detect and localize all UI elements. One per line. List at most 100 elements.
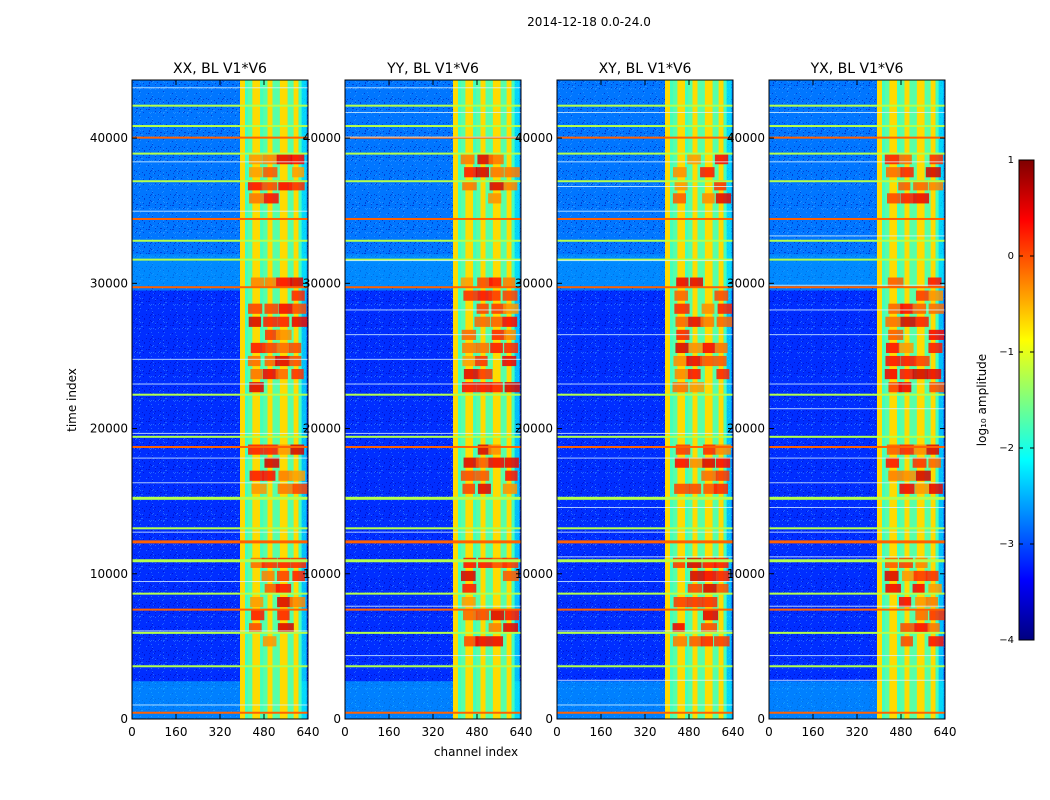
dim-column <box>685 80 689 719</box>
rfi-blob <box>463 557 477 568</box>
figure-suptitle: 2014-12-18 0.0-24.0 <box>527 15 651 29</box>
flag-row <box>557 540 733 544</box>
flag-row <box>557 445 733 448</box>
x-tick-label: 0 <box>341 725 349 739</box>
rfi-blob <box>915 483 931 494</box>
thin-row <box>345 334 521 336</box>
rfi-blob <box>689 636 703 647</box>
flag-row <box>132 286 308 289</box>
thin-row <box>769 531 945 533</box>
x-tick-label: 480 <box>466 725 489 739</box>
rfi-blob <box>249 167 263 178</box>
flag-row <box>557 711 733 714</box>
y-tick-label: 0 <box>333 712 341 726</box>
rfi-blob <box>251 483 267 494</box>
rfi-blob <box>687 557 702 568</box>
rfi-blob <box>713 483 729 494</box>
thin-row <box>557 432 733 434</box>
rfi-blob <box>278 470 293 481</box>
thin-row <box>557 531 733 533</box>
rfi-blob <box>248 444 264 455</box>
thin-row <box>769 679 945 681</box>
rfi-blob <box>250 277 264 288</box>
rfi-blob <box>477 154 494 165</box>
colorbar-tick-label: 0 <box>1008 251 1014 262</box>
rfi-blob <box>277 444 291 455</box>
heatmap-image <box>345 80 521 719</box>
bright-column <box>453 80 458 719</box>
rfi-blob <box>288 180 305 191</box>
rfi-blob <box>672 636 688 647</box>
rfi-blob <box>463 457 479 468</box>
rfi-blob <box>264 277 278 288</box>
thin-row <box>769 605 945 607</box>
rfi-band-edge <box>510 80 520 719</box>
rfi-blob <box>688 342 704 354</box>
thin-row <box>769 383 945 385</box>
rfi-blob <box>475 167 489 178</box>
rfi-blob <box>264 355 278 367</box>
y-tick-label: 10000 <box>303 567 341 581</box>
rfi-blob <box>250 597 264 608</box>
y-tick-label: 20000 <box>303 422 341 436</box>
thin-row <box>557 581 733 583</box>
dim-column <box>882 80 885 719</box>
rfi-blob <box>463 369 480 380</box>
thin-row <box>769 235 945 237</box>
y-tick-label: 0 <box>545 712 553 726</box>
flag-row <box>345 711 521 714</box>
dim-column <box>935 80 939 719</box>
rfi-blob <box>689 457 704 468</box>
rfi-blob <box>716 583 729 595</box>
rfi-blob <box>688 316 704 327</box>
thin-row <box>345 111 521 113</box>
rfi-blob <box>672 623 685 634</box>
rfi-blob <box>929 154 943 165</box>
flag-row <box>345 592 521 595</box>
rfi-blob <box>505 470 518 481</box>
flag-row <box>132 136 308 139</box>
rfi-blob <box>489 180 504 191</box>
x-tick-label: 160 <box>590 725 613 739</box>
flag-row <box>769 152 945 155</box>
rfi-blob <box>292 483 308 494</box>
rfi-blob <box>504 457 519 468</box>
thin-row <box>769 457 945 459</box>
dim-column <box>670 80 673 719</box>
thin-row <box>769 556 945 558</box>
flag-row <box>769 540 945 544</box>
flag-row <box>132 393 308 396</box>
rfi-blob <box>885 167 902 178</box>
rfi-blob <box>262 154 279 165</box>
rfi-blob <box>249 623 262 634</box>
rfi-blob <box>912 369 928 380</box>
rfi-blob <box>899 557 913 568</box>
thin-row <box>132 630 308 632</box>
flag-row <box>769 286 945 289</box>
flag-row <box>132 435 308 438</box>
x-tick-label: 160 <box>165 725 188 739</box>
rfi-blob <box>674 290 689 301</box>
rfi-blob <box>714 290 729 301</box>
rfi-blob <box>915 290 930 301</box>
rfi-blob <box>714 154 729 165</box>
flag-row <box>345 180 521 183</box>
flag-row <box>557 286 733 289</box>
flag-row <box>345 393 521 396</box>
rfi-blob <box>278 180 293 191</box>
rfi-blob <box>898 180 911 191</box>
rfi-blob <box>675 444 691 455</box>
rfi-blob <box>249 382 264 393</box>
rfi-blob <box>262 470 276 481</box>
panel-title: YX, BL V1*V6 <box>810 61 904 77</box>
rfi-band-edge <box>297 80 307 719</box>
rfi-blob <box>275 355 291 367</box>
rfi-blob <box>490 167 504 178</box>
dim-column <box>511 80 515 719</box>
bright-column <box>282 80 288 719</box>
rfi-blob <box>898 342 914 354</box>
bright-column <box>252 80 258 719</box>
rfi-blob <box>714 342 728 354</box>
bright-column <box>704 80 710 719</box>
flag-row <box>769 239 945 242</box>
